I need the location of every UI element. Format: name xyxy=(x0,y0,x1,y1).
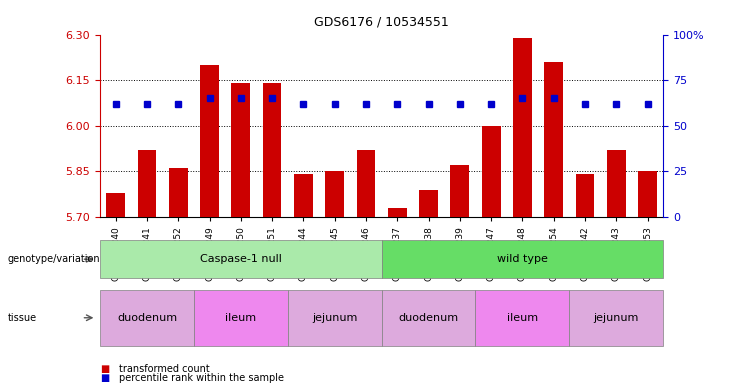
Bar xyxy=(169,168,187,217)
Bar xyxy=(576,174,594,217)
Text: transformed count: transformed count xyxy=(119,364,209,374)
Bar xyxy=(607,150,625,217)
Bar xyxy=(638,171,657,217)
Bar xyxy=(263,83,282,217)
Bar xyxy=(482,126,500,217)
Bar xyxy=(231,83,250,217)
Bar xyxy=(419,190,438,217)
Bar xyxy=(388,208,407,217)
Bar xyxy=(513,38,532,217)
Bar xyxy=(325,171,344,217)
Bar xyxy=(200,65,219,217)
Text: genotype/variation: genotype/variation xyxy=(7,254,100,264)
Text: ■: ■ xyxy=(100,373,109,383)
Text: tissue: tissue xyxy=(7,313,36,323)
Bar xyxy=(451,165,469,217)
Text: ileum: ileum xyxy=(507,313,538,323)
Bar xyxy=(356,150,376,217)
Text: GDS6176 / 10534551: GDS6176 / 10534551 xyxy=(314,15,449,28)
Text: wild type: wild type xyxy=(497,254,548,264)
Text: ■: ■ xyxy=(100,364,109,374)
Text: ileum: ileum xyxy=(225,313,256,323)
Text: duodenum: duodenum xyxy=(399,313,459,323)
Text: percentile rank within the sample: percentile rank within the sample xyxy=(119,373,284,383)
Text: Caspase-1 null: Caspase-1 null xyxy=(200,254,282,264)
Text: jejunum: jejunum xyxy=(312,313,357,323)
Text: duodenum: duodenum xyxy=(117,313,177,323)
Bar xyxy=(138,150,156,217)
Bar xyxy=(545,62,563,217)
Bar xyxy=(106,193,125,217)
Bar xyxy=(294,174,313,217)
Text: jejunum: jejunum xyxy=(594,313,639,323)
